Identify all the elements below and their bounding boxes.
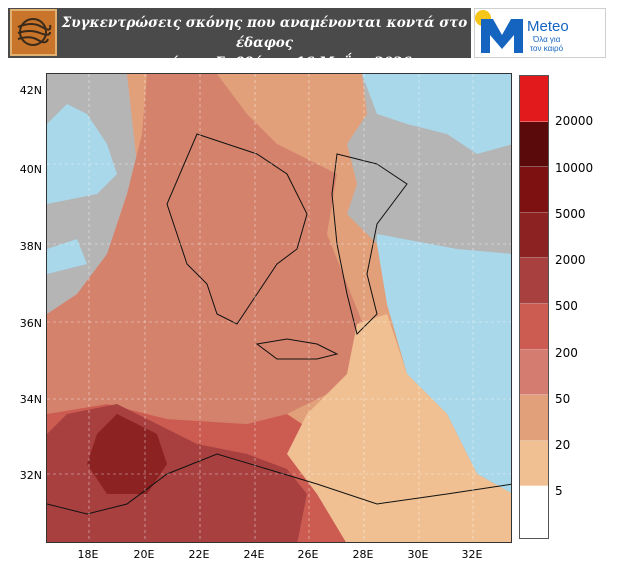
graticule <box>47 74 511 542</box>
lat-label-34n: 34N <box>19 393 42 406</box>
page-title: Συγκεντρώσεις σκόνης που αναμένονται κον… <box>58 8 471 71</box>
eastern-mediterranean <box>377 234 511 493</box>
header-banner <box>8 8 471 58</box>
dust-concentration-map <box>46 73 512 543</box>
legend-label-5: 5 <box>555 484 563 498</box>
lon-label-20e: 20E <box>133 548 155 561</box>
legend-label-10000: 10000 <box>555 161 594 175</box>
meteo-logo-mark: Meteo Όλα για τον καιρό <box>475 10 569 53</box>
lon-label-28e: 28E <box>352 548 374 561</box>
lat-label-42n: 42N <box>19 84 42 97</box>
legend-swatch <box>520 349 548 396</box>
title-line-2: το πρωί του Σαββάτου 16 Μαΐου 2026 <box>117 55 412 71</box>
lon-label-26e: 26E <box>297 548 319 561</box>
lon-label-18e: 18E <box>77 548 99 561</box>
lat-label-38n: 38N <box>19 240 42 253</box>
crete-coastline <box>255 338 339 360</box>
legend-swatch <box>520 121 548 168</box>
lon-label-32e: 32E <box>461 548 483 561</box>
legend-swatch <box>520 303 548 350</box>
lon-label-24e: 24E <box>243 548 265 561</box>
legend-swatch <box>520 76 548 122</box>
tyrrhenian-sea <box>47 239 87 274</box>
legend-label-20: 20 <box>555 438 571 452</box>
dust-zone-5 <box>287 314 511 542</box>
logo-brand: Meteo <box>527 18 569 35</box>
legend-label-20000: 20000 <box>555 114 594 128</box>
title-line-1: Συγκεντρώσεις σκόνης που αναμένονται κον… <box>61 15 468 51</box>
legend-label-500: 500 <box>555 299 578 313</box>
turkey-west-coast <box>331 153 408 335</box>
lon-label-22e: 22E <box>188 548 210 561</box>
legend-swatch <box>520 212 548 259</box>
legend-swatch <box>520 167 548 213</box>
legend-label-2000: 2000 <box>555 253 586 267</box>
meteo-logo: Meteo Όλα για τον καιρό <box>474 8 606 58</box>
legend-swatch <box>520 258 548 304</box>
legend-swatch <box>520 440 548 487</box>
lat-label-36n: 36N <box>19 317 42 330</box>
logo-tagline-1: Όλα για <box>532 35 561 44</box>
north-africa-coastline <box>47 453 511 515</box>
adriatic-sea <box>47 104 117 204</box>
dust-zone-50 <box>47 74 367 424</box>
logo-tagline-2: τον καιρό <box>530 44 564 53</box>
black-sea <box>362 74 511 154</box>
legend-label-5000: 5000 <box>555 207 586 221</box>
lat-label-32n: 32N <box>19 469 42 482</box>
legend-label-50: 50 <box>555 392 571 406</box>
legend-label-200: 200 <box>555 346 578 360</box>
color-legend <box>519 75 549 539</box>
lat-label-40n: 40N <box>19 163 42 176</box>
lon-label-30e: 30E <box>407 548 429 561</box>
dust-wind-icon <box>10 9 57 56</box>
legend-swatch <box>520 486 548 532</box>
legend-swatch <box>520 395 548 441</box>
